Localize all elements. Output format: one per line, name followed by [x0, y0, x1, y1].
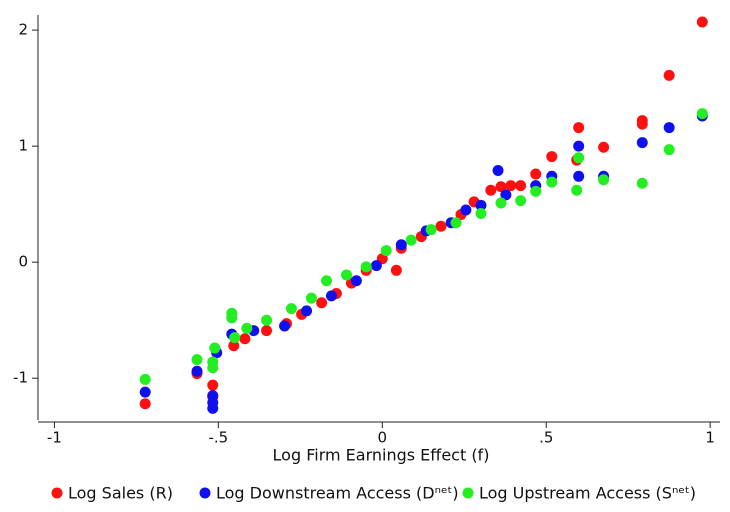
point	[505, 180, 517, 192]
point	[360, 261, 372, 273]
point	[207, 379, 219, 391]
point	[573, 122, 585, 134]
point	[425, 224, 437, 236]
point	[546, 151, 558, 163]
y-tick-label: -1	[13, 369, 28, 387]
point	[495, 197, 507, 209]
point	[460, 204, 472, 216]
x-tick-label: .5	[539, 429, 553, 447]
point	[696, 16, 708, 28]
point	[285, 303, 297, 315]
point	[515, 180, 527, 192]
point	[207, 402, 219, 414]
point	[207, 362, 219, 374]
point	[636, 177, 648, 189]
point	[301, 305, 313, 317]
point	[405, 234, 417, 246]
point	[696, 108, 708, 120]
point	[261, 314, 273, 326]
point	[370, 260, 382, 272]
point	[573, 140, 585, 152]
point	[571, 184, 583, 196]
point	[598, 141, 610, 153]
point	[139, 373, 151, 385]
point	[350, 275, 362, 287]
point	[530, 185, 542, 197]
legend-marker	[51, 487, 63, 499]
point	[341, 269, 353, 281]
x-axis-label: Log Firm Earnings Effect (f)	[273, 446, 490, 465]
point	[380, 245, 392, 257]
point	[316, 297, 328, 309]
point	[636, 118, 648, 130]
point	[500, 189, 512, 201]
point	[209, 342, 221, 354]
point	[636, 137, 648, 149]
point	[229, 332, 241, 344]
legend-label: Log Downstream Access (Dⁿᵉᵗ)	[216, 484, 459, 503]
x-tick-label: 0	[378, 429, 388, 447]
point	[191, 365, 203, 377]
point	[530, 168, 542, 180]
point	[139, 386, 151, 398]
y-tick-label: 2	[18, 21, 28, 39]
point	[321, 275, 333, 287]
point	[475, 207, 487, 219]
x-tick-label: 1	[705, 429, 715, 447]
point	[546, 176, 558, 188]
point	[663, 144, 675, 156]
point	[663, 122, 675, 134]
legend-label: Log Upstream Access (Sⁿᵉᵗ)	[479, 484, 696, 503]
point	[598, 174, 610, 186]
point	[663, 69, 675, 81]
legend-marker	[462, 487, 474, 499]
y-tick-label: 1	[18, 137, 28, 155]
point	[261, 325, 273, 337]
point	[390, 264, 402, 276]
point	[325, 290, 337, 302]
point	[228, 340, 240, 352]
point	[395, 239, 407, 251]
point	[191, 354, 203, 366]
point	[239, 333, 251, 345]
legend-marker	[199, 487, 211, 499]
x-tick-label: -1	[47, 429, 62, 447]
point	[226, 307, 238, 319]
point	[435, 220, 447, 232]
point	[573, 152, 585, 164]
x-tick-label: -.5	[208, 429, 228, 447]
point	[515, 195, 527, 207]
point	[450, 217, 462, 229]
point	[279, 320, 291, 332]
point	[241, 322, 253, 334]
point	[475, 199, 487, 211]
point	[492, 165, 504, 177]
point	[573, 170, 585, 182]
point	[139, 398, 151, 410]
y-tick-label: 0	[18, 253, 28, 271]
point	[305, 292, 317, 304]
point	[495, 181, 507, 193]
legend-label: Log Sales (R)	[68, 484, 173, 503]
point	[485, 184, 497, 196]
